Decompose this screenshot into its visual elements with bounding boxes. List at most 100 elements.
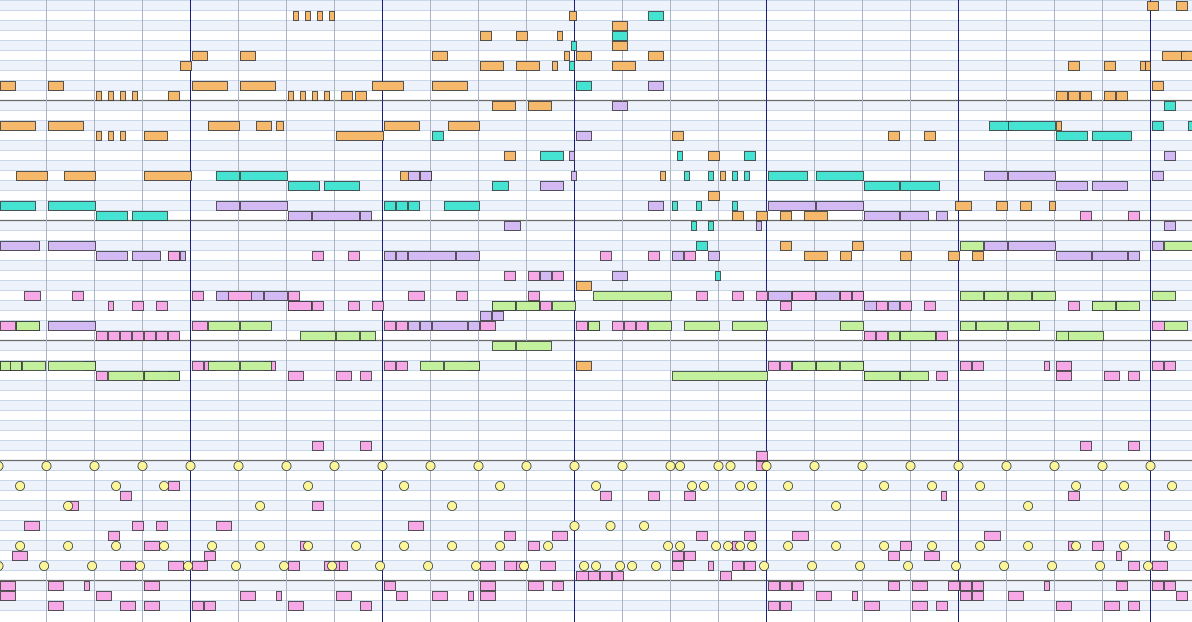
drum-hit[interactable] [1167,541,1178,552]
note-cyan[interactable] [132,211,168,221]
note-orange[interactable] [1145,61,1151,71]
drum-hit[interactable] [425,460,436,471]
note-lavender[interactable] [408,171,420,181]
note-pink[interactable] [384,361,396,371]
note-pink[interactable] [816,591,832,601]
note-orange[interactable] [780,241,792,251]
note-lavender[interactable] [420,171,432,181]
drum-hit[interactable] [377,460,388,471]
drum-hit[interactable] [423,561,434,572]
note-orange[interactable] [341,91,353,101]
note-orange[interactable] [955,201,972,211]
note-pink[interactable] [96,371,108,381]
drum-hit[interactable] [675,460,686,471]
note-pink[interactable] [924,301,936,311]
note-orange[interactable] [972,251,984,261]
note-pink[interactable] [156,301,168,311]
drum-hit[interactable] [185,460,196,471]
note-pink[interactable] [336,591,352,601]
note-green[interactable] [10,361,22,371]
drum-hit[interactable] [855,561,866,572]
note-pink[interactable] [684,251,696,261]
note-green[interactable] [1092,301,1116,311]
note-pink[interactable] [132,331,144,341]
note-lavender[interactable] [1164,221,1176,231]
note-green[interactable] [1032,291,1056,301]
drum-hit[interactable] [375,561,386,572]
note-pink[interactable] [348,251,360,261]
note-green[interactable] [1164,321,1188,331]
note-pink[interactable] [48,601,64,611]
note-lavender[interactable] [408,321,420,331]
drum-hit[interactable] [233,460,244,471]
note-pink[interactable] [684,551,696,561]
note-lavender[interactable] [396,251,408,261]
note-orange[interactable] [16,171,48,181]
drum-hit[interactable] [447,541,458,552]
note-lavender[interactable] [1152,171,1164,181]
note-green[interactable] [208,361,240,371]
note-cyan[interactable] [677,151,683,161]
note-green[interactable] [336,331,360,341]
note-orange[interactable] [240,51,256,61]
drum-hit[interactable] [87,561,98,572]
note-orange[interactable] [492,101,516,111]
note-cyan[interactable] [648,11,664,21]
note-cyan[interactable] [708,171,714,181]
note-pink[interactable] [780,361,792,371]
note-lavender[interactable] [648,201,664,211]
note-cyan[interactable] [324,181,360,191]
note-orange[interactable] [732,211,744,221]
note-green[interactable] [648,321,672,331]
drum-hit[interactable] [999,561,1010,572]
note-lavender[interactable] [312,211,360,221]
note-cyan[interactable] [1056,131,1088,141]
note-pink[interactable] [792,581,804,591]
note-orange[interactable] [432,51,448,61]
note-lavender[interactable] [612,101,628,111]
note-orange[interactable] [708,191,720,201]
drum-hit[interactable] [135,561,146,572]
note-pink[interactable] [192,321,208,331]
note-lavender[interactable] [900,211,929,221]
note-pink[interactable] [108,301,114,311]
note-pink[interactable] [1080,211,1092,221]
note-orange[interactable] [293,11,299,21]
note-cyan[interactable] [432,131,444,141]
note-lavender[interactable] [1092,251,1128,261]
note-orange[interactable] [192,51,208,61]
note-orange[interactable] [480,61,504,71]
drum-hit[interactable] [399,541,410,552]
note-pink[interactable] [384,321,396,331]
drum-hit[interactable] [879,541,890,552]
note-pink[interactable] [696,291,708,301]
note-pink[interactable] [120,331,132,341]
note-orange[interactable] [329,11,335,21]
note-pink[interactable] [192,561,208,571]
note-cyan[interactable] [1164,101,1176,111]
note-pink[interactable] [204,601,216,611]
note-orange[interactable] [324,91,330,101]
note-green[interactable] [960,321,976,331]
note-pink[interactable] [936,331,948,341]
note-cyan[interactable] [900,181,940,191]
note-pink[interactable] [108,331,120,341]
note-pink[interactable] [72,291,84,301]
note-orange[interactable] [888,131,900,141]
note-lavender[interactable] [1008,171,1056,181]
note-pink[interactable] [1128,601,1140,611]
drum-hit[interactable] [1119,541,1130,552]
note-pink[interactable] [672,551,684,561]
drum-hit[interactable] [1047,561,1058,572]
drum-hit[interactable] [687,480,698,491]
note-orange[interactable] [576,361,592,371]
note-orange[interactable] [180,61,192,71]
note-lavender[interactable] [408,251,456,261]
note-pink[interactable] [1116,551,1122,561]
note-pink[interactable] [1104,601,1120,611]
drum-hit[interactable] [473,460,484,471]
note-orange[interactable] [288,91,294,101]
note-orange[interactable] [1068,61,1080,71]
note-pink[interactable] [936,601,948,611]
